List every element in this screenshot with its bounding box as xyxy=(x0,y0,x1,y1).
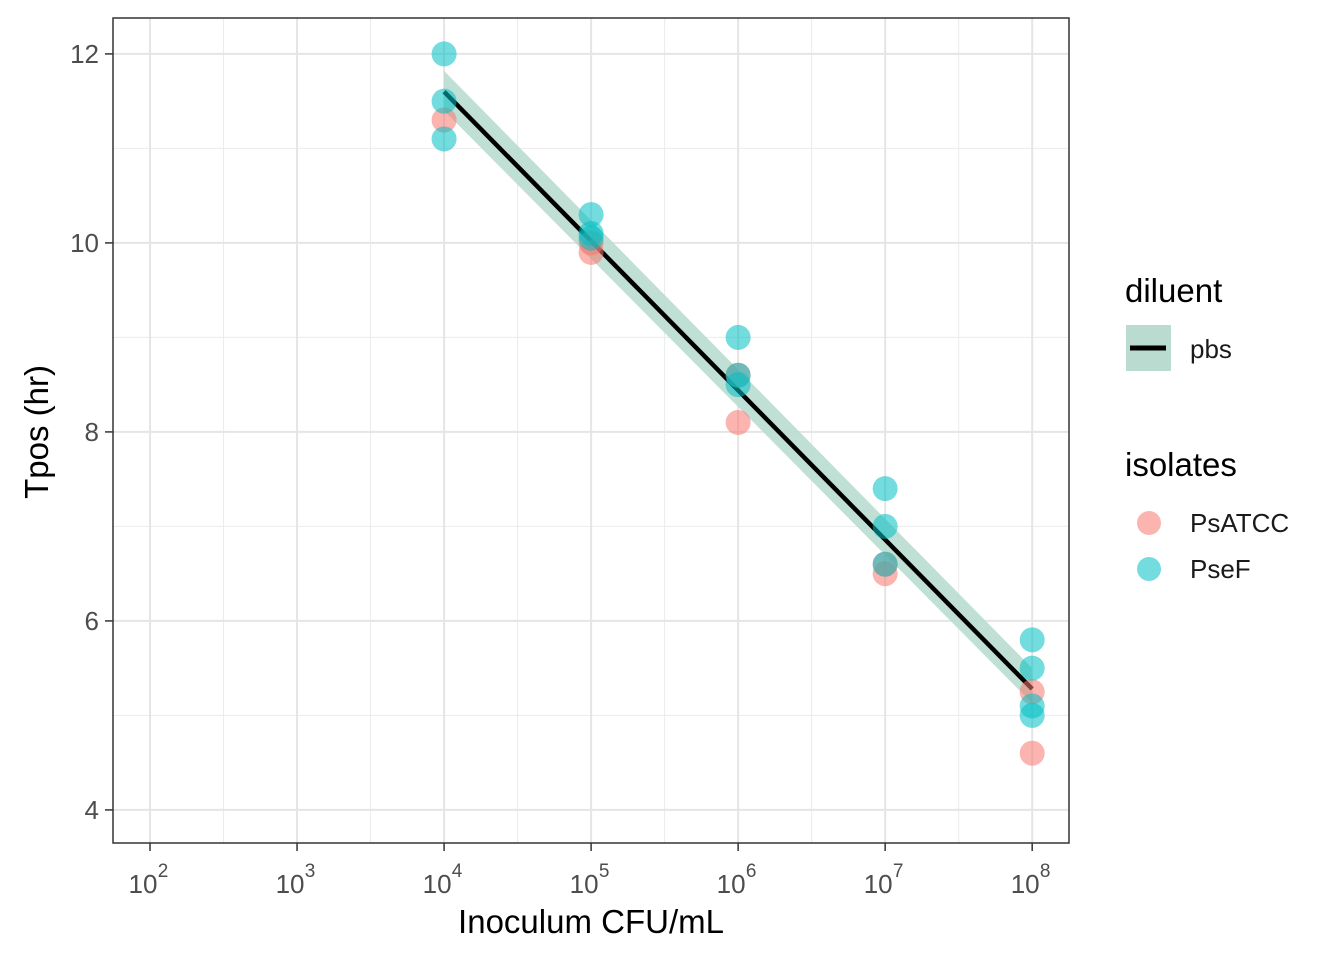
legend-label-psef: PseF xyxy=(1190,554,1251,584)
legend-label-psatcc: PsATCC xyxy=(1190,508,1289,538)
x-axis-label: Inoculum CFU/mL xyxy=(458,903,724,940)
x-tick-label-exponent: 7 xyxy=(893,861,904,882)
x-tick-label-exponent: 8 xyxy=(1040,861,1051,882)
data-point-psef xyxy=(1019,655,1045,681)
data-point-psef xyxy=(431,88,457,114)
data-point-psef xyxy=(578,225,604,251)
x-tick-label-exponent: 4 xyxy=(452,861,463,882)
x-tick-label-exponent: 3 xyxy=(305,861,316,882)
legend-key-psatcc xyxy=(1137,511,1161,535)
data-point-psef xyxy=(578,202,604,228)
legend: diluent pbs isolates PsATCC PseF xyxy=(1125,272,1289,584)
data-point-psef xyxy=(872,513,898,539)
legend-label-pbs: pbs xyxy=(1190,334,1232,364)
data-point-psef xyxy=(725,372,751,398)
x-tick-label: 10 xyxy=(570,869,599,899)
x-tick-label: 10 xyxy=(129,869,158,899)
y-axis-label: Tpos (hr) xyxy=(18,365,55,499)
points-layer xyxy=(431,41,1045,766)
data-point-psef xyxy=(725,324,751,350)
x-tick-label: 10 xyxy=(423,869,452,899)
data-point-psatcc xyxy=(1019,740,1045,766)
x-tick-label-exponent: 2 xyxy=(158,861,169,882)
data-point-psef xyxy=(1019,627,1045,653)
legend-title-isolates: isolates xyxy=(1125,446,1237,483)
y-tick-label: 12 xyxy=(70,39,99,69)
data-point-psatcc xyxy=(431,107,457,133)
x-tick-label: 10 xyxy=(717,869,746,899)
y-tick-label: 6 xyxy=(85,606,99,636)
data-point-psef xyxy=(431,126,457,152)
x-tick-label: 10 xyxy=(276,869,305,899)
data-point-psef xyxy=(872,551,898,577)
y-tick-label: 8 xyxy=(85,417,99,447)
x-tick-label: 10 xyxy=(864,869,893,899)
y-tick-label: 4 xyxy=(85,795,99,825)
legend-key-psef xyxy=(1137,557,1161,581)
data-point-psef xyxy=(431,41,457,67)
x-tick-label-exponent: 6 xyxy=(746,861,757,882)
data-point-psef xyxy=(872,476,898,502)
data-point-psatcc xyxy=(725,409,751,435)
x-tick-label-exponent: 5 xyxy=(599,861,610,882)
legend-title-diluent: diluent xyxy=(1125,272,1222,309)
data-point-psef xyxy=(1019,702,1045,728)
x-tick-label: 10 xyxy=(1011,869,1040,899)
y-tick-label: 10 xyxy=(70,228,99,258)
